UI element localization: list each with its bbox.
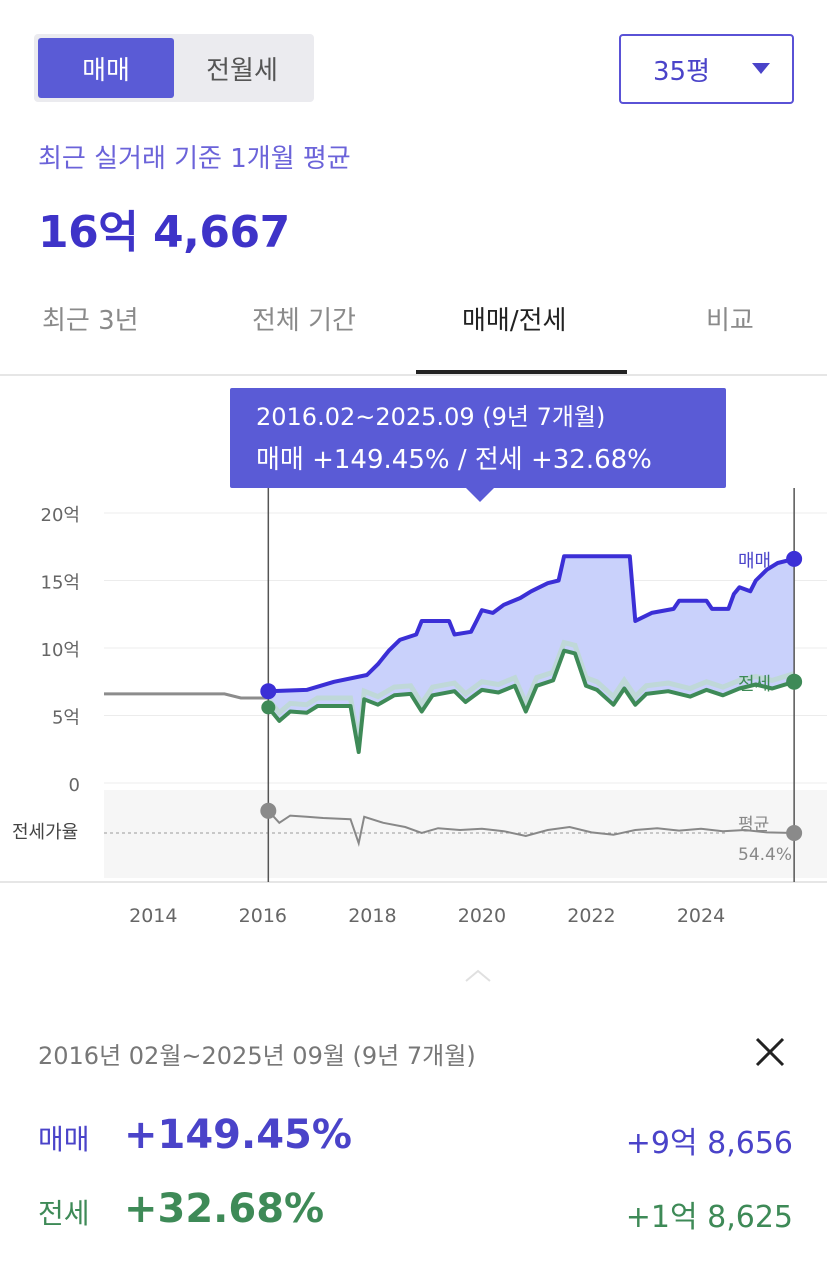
- jeonse-series-label: 전세: [738, 674, 771, 695]
- x-tick-label: 2016: [239, 905, 287, 927]
- range-tooltip: 2016.02~2025.09 (9년 7개월) 매매 +149.45% / 전…: [230, 388, 726, 502]
- x-tick-label: 2020: [458, 905, 506, 927]
- jeonse-end-point: [786, 673, 803, 690]
- sale-change-label: 매매: [38, 1123, 90, 1156]
- sale-line: [268, 554, 795, 694]
- jeonse-line: [266, 648, 795, 754]
- x-tick-label: 2024: [677, 905, 725, 927]
- sale-start-point: [260, 683, 277, 700]
- pre-period-line: [104, 692, 269, 700]
- ratio-end-point: [786, 825, 803, 841]
- jeonse-change-label: 전세: [38, 1197, 90, 1230]
- sale-toggle-button[interactable]: 매매: [38, 38, 174, 98]
- rent-toggle-button[interactable]: 전월세: [206, 55, 278, 86]
- x-tick-label: 2014: [129, 905, 177, 927]
- active-tab-indicator: [416, 370, 627, 374]
- area-select[interactable]: 35평: [619, 34, 794, 104]
- ratio-series-label: 전세가율: [12, 822, 78, 843]
- jeonse-start-point: [261, 700, 276, 715]
- y-tick-label: 20억: [41, 505, 80, 526]
- x-tick-label: 2018: [348, 905, 396, 927]
- sale-end-point: [786, 550, 803, 567]
- y-tick-label: 10억: [41, 640, 80, 661]
- sale-area: [268, 556, 795, 752]
- tab-compare[interactable]: 비교: [706, 306, 754, 336]
- tab-all-period[interactable]: 전체 기간: [252, 306, 356, 336]
- close-icon[interactable]: [750, 1032, 790, 1072]
- y-tick-label: 5억: [52, 708, 80, 729]
- ratio-start-point: [260, 802, 277, 819]
- y-tick-label: 0: [69, 775, 80, 796]
- y-tick-label: 15억: [41, 573, 80, 594]
- chevron-up-icon[interactable]: [464, 968, 492, 982]
- caret-down-icon: [752, 63, 770, 74]
- period-tabs: 최근 3년 전체 기간 매매/전세 비교: [0, 282, 827, 376]
- selected-range-label: 2016년 02월~2025년 09월 (9년 7개월): [38, 1042, 476, 1070]
- ratio-line: [267, 810, 795, 847]
- tooltip-range: 2016.02~2025.09 (9년 7개월): [256, 403, 606, 431]
- sale-change-amount: +9억 8,656: [625, 1126, 793, 1161]
- tooltip-arrow: [466, 488, 494, 502]
- tooltip-change: 매매 +149.45% / 전세 +32.68%: [256, 445, 652, 475]
- ratio-average-label: 평균: [738, 815, 769, 835]
- sale-series-label: 매매: [738, 551, 771, 572]
- x-tick-label: 2022: [567, 905, 615, 927]
- area-select-value: 35평: [653, 56, 711, 87]
- trade-type-toggle: 매매 전월세: [34, 34, 314, 102]
- ratio-average-value: 54.4%: [738, 845, 792, 865]
- ratio-panel: [104, 790, 827, 878]
- tab-sale-jeonse[interactable]: 매매/전세: [462, 306, 567, 336]
- price-subtitle: 최근 실거래 기준 1개월 평균: [38, 144, 351, 174]
- jeonse-change-amount: +1억 8,625: [625, 1200, 793, 1235]
- average-price: 16억 4,667: [38, 207, 290, 258]
- tab-recent-3y[interactable]: 최근 3년: [42, 306, 139, 336]
- jeonse-change-percent: +32.68%: [124, 1186, 325, 1232]
- sale-change-percent: +149.45%: [124, 1112, 352, 1158]
